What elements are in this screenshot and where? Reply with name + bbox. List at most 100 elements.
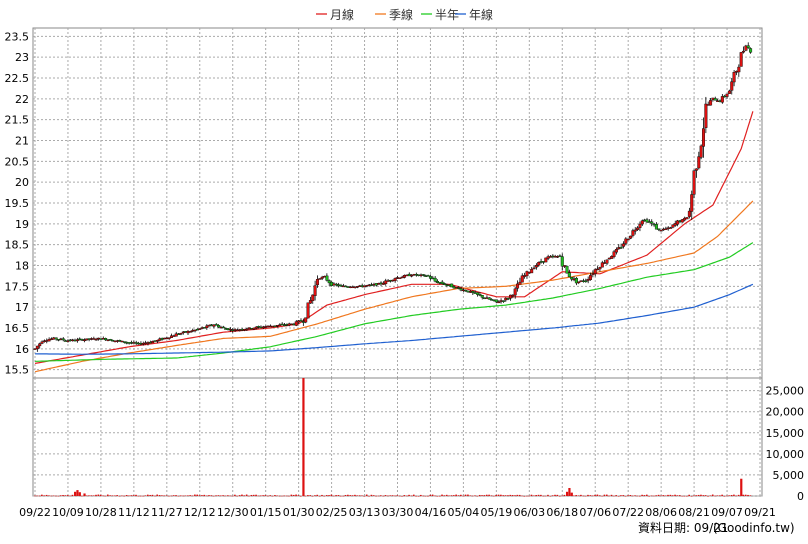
price-tick-label: 15.5 [5,364,30,377]
candle-body [398,277,402,279]
volume-bar [382,495,384,497]
volume-bar [646,494,648,496]
price-tick-label: 17.5 [5,280,30,293]
volume-bar [568,487,571,496]
volume-bar [704,495,707,496]
volume-bar [580,494,582,496]
volume-bar [234,494,236,496]
date-tick-label: 06/03 [513,506,545,519]
volume-bar [389,495,392,496]
volume-bar [613,495,615,497]
candle-body [558,255,562,257]
price-tick-label: 21.5 [5,114,30,127]
volume-bar [398,495,401,497]
candle-body [450,283,454,288]
volume-bar [537,494,540,496]
volume-bar [125,495,128,496]
volume-bar [653,495,655,497]
candle-body [518,281,522,285]
candle-body [530,269,534,274]
volume-bar [229,495,231,497]
volume-bar [34,495,36,497]
candle-body [118,340,122,342]
volume-bar [690,495,693,497]
date-tick-label: 11/27 [151,506,183,519]
volume-bar [69,495,71,497]
candle-body [673,223,677,226]
volume-bar [337,495,340,496]
volume-bar [111,495,114,497]
volume-bar [448,495,450,497]
date-tick-label: 08/06 [645,506,677,519]
volume-bar [674,494,676,496]
volume-bar [142,495,144,497]
volume-bar [664,495,667,497]
volume-bar [307,495,309,496]
volume-bar [726,495,728,497]
candle-body [593,269,597,274]
volume-bar [45,494,48,496]
volume-bar [403,495,406,496]
date-tick-label: 03/13 [349,506,381,519]
volume-bar [535,495,537,496]
volume-bar [554,494,556,496]
date-tick-label: 07/06 [579,506,611,519]
candle-body [433,277,437,282]
volume-bar [629,495,632,496]
volume-bar [172,495,175,496]
volume-bar [561,495,563,497]
volume-tick-label: 10,000 [766,448,805,461]
volume-bar [631,495,634,497]
volume-bar [603,494,606,496]
volume-bar [582,495,585,497]
volume-bar [354,494,356,496]
candle-body [732,72,736,83]
volume-bar [121,495,123,497]
candle-body [730,81,734,91]
date-tick-label: 04/16 [415,506,447,519]
volume-bar [88,495,90,496]
volume-bar [431,494,434,496]
candle-body [742,50,746,53]
volume-bar [71,494,74,496]
candle-body [278,324,282,326]
candle-body [600,262,604,268]
volume-bar [678,495,681,496]
candle-body [685,217,689,220]
volume-bar [330,494,333,496]
volume-bar [278,495,281,497]
volume-bar [92,495,95,497]
candle-body [591,273,595,275]
volume-tick-label: 15,000 [766,427,805,440]
price-tick-label: 18.5 [5,239,30,252]
candle-body [252,327,256,330]
price-tick-label: 20 [15,176,29,189]
ma-line-ma_year [34,283,754,355]
candle-body [443,283,447,285]
candle-body [598,267,602,270]
volume-bar [351,495,354,496]
volume-bar [500,494,502,496]
candle-body [537,262,541,266]
volume-bar [281,495,283,497]
volume-bar [711,494,714,496]
legend-label: 季線 [389,7,413,22]
volume-bar [104,495,107,497]
candle-body [457,287,461,289]
candle-body [654,224,658,230]
candle-body [311,294,315,301]
volume-bar [212,495,215,497]
volume-bar [114,495,116,497]
date-tick-label: 09/22 [19,506,51,519]
date-tick-label: 08/21 [678,506,710,519]
volume-bar [59,495,62,496]
volume-bar [462,495,465,497]
price-tick-label: 18 [15,260,29,273]
volume-bar [262,495,264,496]
volume-bar [638,495,641,497]
volume-bar [707,495,709,497]
volume-bar [102,495,104,497]
volume-bar [441,494,443,496]
volume-bar [514,495,516,496]
